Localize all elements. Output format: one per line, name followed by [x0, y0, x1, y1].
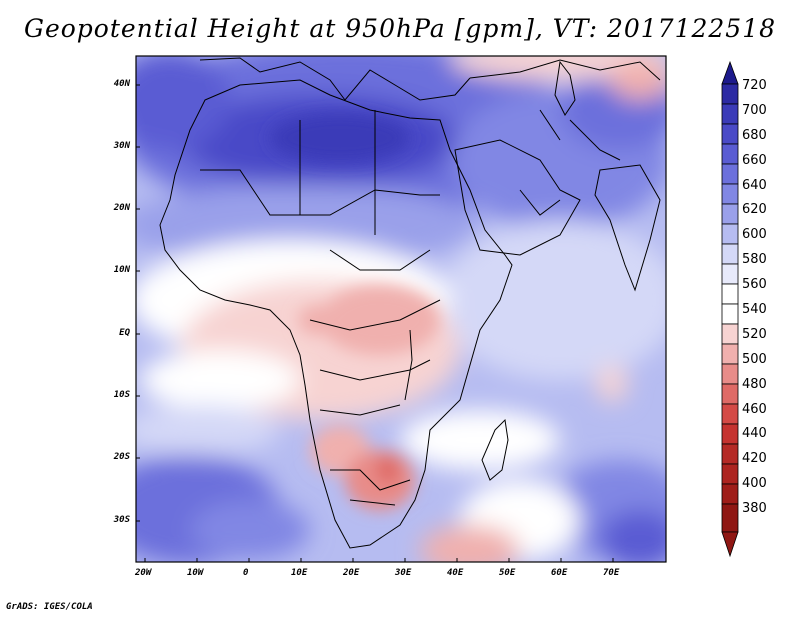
colorbar-label-720: 720	[742, 78, 767, 93]
lon-label-10e: 10E	[291, 568, 308, 578]
lon-label-20e: 20E	[343, 568, 360, 578]
colorbar-label-380: 380	[742, 501, 767, 517]
lat-label-20n: 20N	[113, 203, 130, 213]
lon-label-30e: 30E	[395, 568, 412, 578]
colorbar-segment	[721, 323, 739, 345]
lon-label-10w: 10W	[187, 568, 204, 578]
lon-label-40e: 40E	[447, 568, 464, 578]
lat-label-40n: 40N	[113, 79, 130, 89]
coastlines	[159, 57, 661, 549]
colorbar-segment	[721, 503, 739, 533]
colorbar-label-440: 440	[742, 426, 767, 442]
colorbar-segment	[721, 403, 739, 425]
lat-label-30n: 30N	[113, 141, 130, 151]
colorbar-label-680: 680	[742, 127, 767, 143]
colorbar-segment	[721, 163, 739, 185]
colorbar-bottom-triangle	[721, 531, 739, 558]
lon-label-60e: 60E	[551, 568, 568, 578]
height-field	[136, 56, 666, 562]
lat-label-10n: 10N	[113, 265, 130, 275]
lat-label-10s: 10S	[113, 390, 130, 400]
lon-label-0: 0	[243, 568, 249, 578]
colorbar-segment	[721, 303, 739, 325]
colorbar-label-580: 580	[742, 252, 767, 268]
colorbar-label-540: 540	[742, 302, 767, 317]
lon-label-50e: 50E	[499, 568, 516, 578]
colorbar-segment	[721, 123, 739, 145]
colorbar-segment	[721, 83, 739, 105]
lat-label-20s: 20S	[113, 452, 130, 462]
colorbar-label-620: 620	[742, 202, 767, 218]
colorbar-label-400: 400	[742, 476, 767, 492]
colorbar-label-640: 640	[742, 177, 767, 193]
colorbar-segment	[721, 483, 739, 505]
colorbar-label-600: 600	[742, 227, 767, 243]
colorbar-label-460: 460	[742, 401, 767, 417]
colorbar-segment	[721, 223, 739, 245]
colorbar-segment	[721, 383, 739, 405]
colorbar-top-triangle	[721, 60, 739, 85]
colorbar-segment	[721, 103, 739, 125]
colorbar-segment	[721, 143, 739, 165]
map-title: Geopotential Height at 950hPa [gpm], VT:…	[23, 14, 777, 43]
colorbar-segment	[721, 183, 739, 205]
lat-label-eq: EQ	[119, 328, 130, 338]
colorbar-segment	[721, 443, 739, 465]
colorbar-segment	[721, 423, 739, 445]
colorbar-segment	[721, 463, 739, 485]
lon-label-70e: 70E	[603, 568, 620, 578]
colorbar-segment	[721, 243, 739, 265]
colorbar-label-420: 420	[742, 451, 767, 467]
colorbar-label-700: 700	[742, 102, 767, 118]
grads-credit: GrADS: IGES/COLA	[6, 602, 93, 612]
colorbar-segment	[721, 343, 739, 365]
colorbar-segment	[721, 263, 739, 285]
colorbar-label-520: 520	[742, 326, 767, 342]
colorbar-segment	[721, 203, 739, 225]
colorbar-label-660: 660	[742, 152, 767, 168]
colorbar-label-560: 560	[742, 277, 767, 293]
lat-label-30s: 30S	[113, 515, 130, 525]
colorbar-segment	[721, 283, 739, 305]
colorbar-label-500: 500	[742, 351, 767, 367]
colorbar	[721, 60, 739, 558]
colorbar-label-480: 480	[742, 376, 767, 392]
lon-label-20w: 20W	[135, 568, 152, 578]
colorbar-segment	[721, 363, 739, 385]
